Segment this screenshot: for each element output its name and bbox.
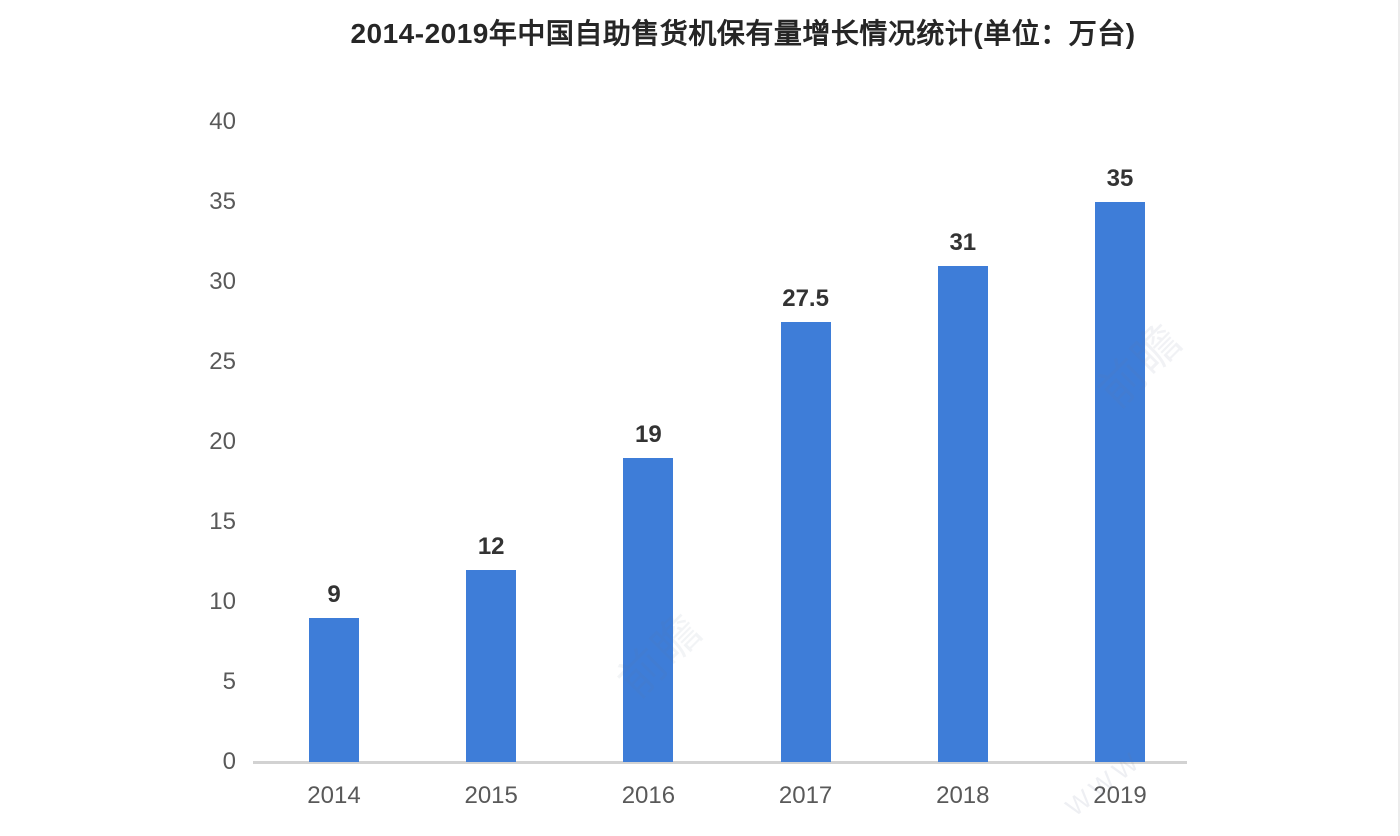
bar-value-label: 19	[635, 421, 662, 448]
y-axis-tick-label: 10	[209, 588, 236, 615]
y-axis-tick-label: 5	[222, 668, 236, 695]
chart-title: 2014-2019年中国自助售货机保有量增长情况统计(单位：万台)	[350, 18, 1136, 49]
bar-value-label: 12	[477, 533, 505, 560]
bar-2017	[780, 322, 831, 762]
bar-value-label: 31	[949, 229, 977, 256]
x-axis-tick-label: 2015	[464, 782, 518, 809]
bar-value-label: 27.5	[782, 285, 829, 312]
y-axis-tick-label: 40	[209, 108, 236, 135]
bar-2019	[1095, 202, 1145, 762]
bar-2018	[937, 266, 988, 762]
bar-2014	[309, 618, 359, 762]
bar-value-label: 9	[327, 581, 341, 608]
x-axis-tick-label: 2019	[1093, 782, 1147, 809]
y-axis-tick-label: 30	[209, 268, 236, 295]
y-axis-tick-label: 20	[209, 428, 236, 455]
x-axis-tick-label: 2016	[621, 782, 676, 809]
y-axis-tick-label: 0	[222, 748, 236, 775]
y-axis-tick-label: 15	[209, 508, 236, 535]
bar-2016	[623, 458, 674, 762]
x-axis-tick-label: 2014	[307, 782, 361, 809]
bar-2015	[466, 570, 517, 762]
bar-value-label: 35	[1106, 165, 1134, 192]
y-axis-tick-label: 25	[209, 348, 236, 375]
x-axis-line	[253, 761, 1187, 764]
x-axis-tick-label: 2018	[936, 782, 990, 809]
x-axis-tick-label: 2017	[778, 782, 833, 809]
y-axis-tick-label: 35	[209, 188, 236, 215]
